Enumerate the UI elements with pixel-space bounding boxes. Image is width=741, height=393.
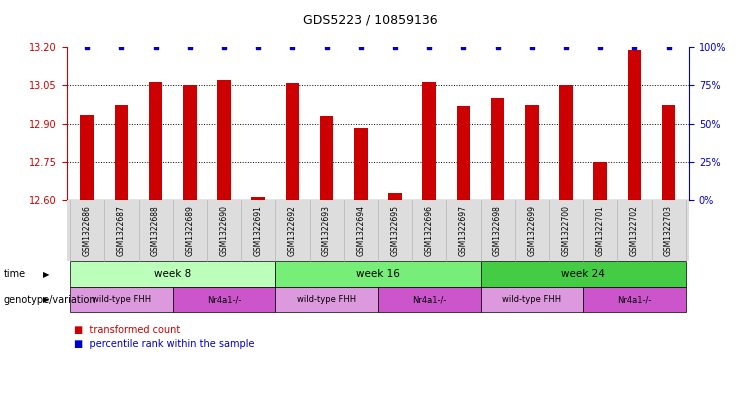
Bar: [320, 116, 333, 200]
Point: [560, 44, 572, 50]
Bar: [456, 106, 471, 200]
Text: time: time: [4, 269, 26, 279]
Bar: [115, 105, 128, 200]
Bar: [251, 196, 265, 200]
Text: GSM1322695: GSM1322695: [391, 206, 399, 256]
Text: GSM1322689: GSM1322689: [185, 206, 194, 256]
Text: ■  percentile rank within the sample: ■ percentile rank within the sample: [74, 339, 255, 349]
Point: [321, 44, 333, 50]
Point: [218, 44, 230, 50]
Text: GDS5223 / 10859136: GDS5223 / 10859136: [303, 14, 438, 27]
Bar: [149, 82, 162, 200]
Point: [287, 44, 299, 50]
Point: [423, 44, 435, 50]
Text: Nr4a1-/-: Nr4a1-/-: [412, 295, 446, 304]
Bar: [183, 85, 196, 200]
Point: [457, 44, 469, 50]
Text: GSM1322700: GSM1322700: [562, 206, 571, 256]
Text: GSM1322699: GSM1322699: [528, 206, 536, 256]
Text: GSM1322691: GSM1322691: [253, 206, 263, 256]
Bar: [285, 83, 299, 200]
Point: [389, 44, 401, 50]
Point: [252, 44, 264, 50]
Text: GSM1322690: GSM1322690: [219, 206, 228, 256]
Point: [184, 44, 196, 50]
Text: ▶: ▶: [43, 295, 49, 304]
Text: GSM1322692: GSM1322692: [288, 206, 297, 256]
Text: ■  transformed count: ■ transformed count: [74, 325, 180, 335]
Text: GSM1322688: GSM1322688: [151, 206, 160, 256]
Text: GSM1322686: GSM1322686: [83, 206, 92, 256]
Text: GSM1322701: GSM1322701: [596, 206, 605, 256]
Text: wild-type FHH: wild-type FHH: [92, 295, 151, 304]
Point: [594, 44, 606, 50]
Text: wild-type FHH: wild-type FHH: [502, 295, 562, 304]
Point: [526, 44, 538, 50]
Text: Nr4a1-/-: Nr4a1-/-: [617, 295, 651, 304]
Bar: [80, 115, 94, 200]
Text: genotype/variation: genotype/variation: [4, 295, 96, 305]
Point: [116, 44, 127, 50]
Bar: [491, 98, 505, 200]
Text: GSM1322698: GSM1322698: [493, 206, 502, 256]
Bar: [628, 50, 641, 200]
Text: GSM1322693: GSM1322693: [322, 206, 331, 256]
Bar: [594, 162, 607, 200]
Bar: [388, 193, 402, 200]
Text: wild-type FHH: wild-type FHH: [297, 295, 356, 304]
Text: week 16: week 16: [356, 269, 400, 279]
Bar: [354, 128, 368, 200]
Point: [628, 44, 640, 50]
Text: GSM1322696: GSM1322696: [425, 206, 433, 256]
Point: [662, 44, 674, 50]
Text: Nr4a1-/-: Nr4a1-/-: [207, 295, 242, 304]
Bar: [662, 105, 676, 200]
Text: ▶: ▶: [43, 270, 49, 279]
Point: [492, 44, 504, 50]
Text: GSM1322702: GSM1322702: [630, 206, 639, 256]
Text: week 8: week 8: [154, 269, 191, 279]
Text: week 24: week 24: [561, 269, 605, 279]
Point: [150, 44, 162, 50]
Text: GSM1322703: GSM1322703: [664, 206, 673, 256]
Point: [355, 44, 367, 50]
Bar: [525, 105, 539, 200]
Text: GSM1322694: GSM1322694: [356, 206, 365, 256]
Text: GSM1322697: GSM1322697: [459, 206, 468, 256]
Bar: [422, 82, 436, 200]
Bar: [217, 80, 231, 200]
Text: GSM1322687: GSM1322687: [117, 206, 126, 256]
Point: [82, 44, 93, 50]
Bar: [559, 85, 573, 200]
